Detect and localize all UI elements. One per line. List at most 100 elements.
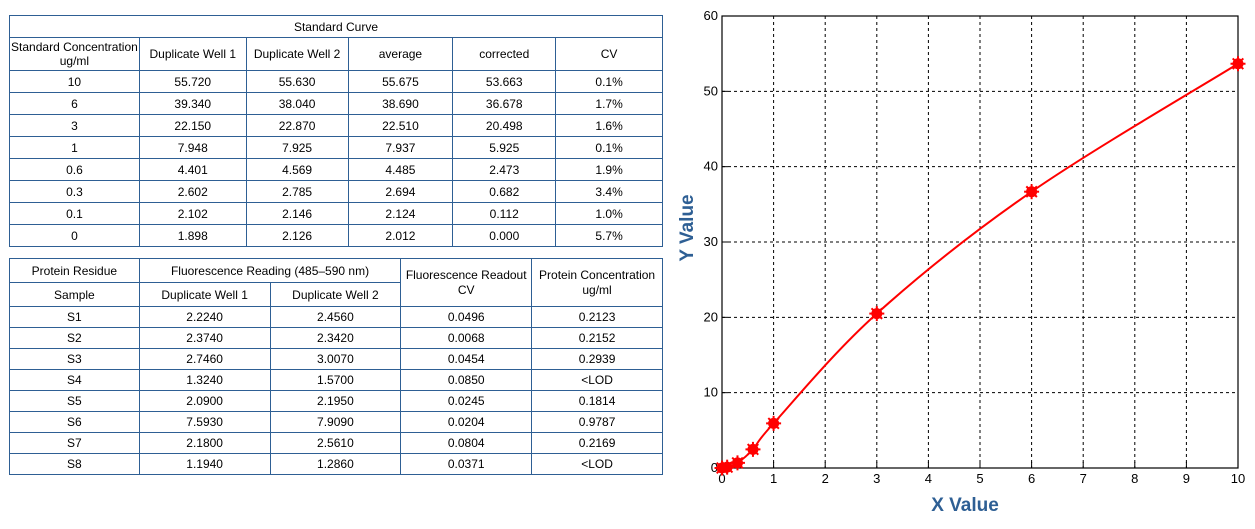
protein-table-row: S5 2.0900 2.1950 0.0245 0.1814: [9, 390, 663, 412]
protein-cell: 0.0850: [400, 369, 533, 391]
protein-cell: 0.0454: [400, 348, 533, 370]
data-points: [714, 56, 1246, 476]
std-cell: 55.720: [138, 70, 247, 93]
std-cell: 2.012: [347, 224, 454, 247]
std-table-row: 1 7.948 7.925 7.937 5.925 0.1%: [9, 136, 663, 159]
y-tick-label: 60: [704, 8, 718, 23]
protein-cell: 0.2152: [531, 327, 663, 349]
x-tick-label: 8: [1131, 471, 1138, 486]
standard-curve-title: Standard Curve: [9, 15, 663, 38]
x-tick-label: 6: [1028, 471, 1035, 486]
std-table-row: 0.1 2.102 2.146 2.124 0.112 1.0%: [9, 202, 663, 225]
std-table-row: 10 55.720 55.630 55.675 53.663 0.1%: [9, 70, 663, 93]
std-header-dw2: Duplicate Well 2: [245, 37, 349, 71]
prot-header-sample: Sample: [9, 282, 140, 307]
y-tick-label: 30: [704, 234, 718, 249]
protein-cell: 0.2123: [531, 306, 663, 328]
standard-curve-table: Standard Curve Standard Concentration ug…: [9, 15, 663, 247]
std-header-average: average: [347, 37, 454, 71]
std-cell: 0.6: [9, 158, 140, 181]
std-table-row: 0 1.898 2.126 2.012 0.000 5.7%: [9, 224, 663, 247]
y-tick-label: 50: [704, 83, 718, 98]
std-cell: 7.925: [245, 136, 349, 159]
std-cell: 55.675: [347, 70, 454, 93]
std-cell: 3.4%: [555, 180, 663, 203]
protein-cell: 0.2169: [531, 432, 663, 454]
std-cell: 55.630: [245, 70, 349, 93]
protein-table-row: S1 2.2240 2.4560 0.0496 0.2123: [9, 306, 663, 328]
chart-svg: 0 1 2 3 4 5 6 7 8 9 10 0 10 20 30 40 50 60 X Value Y Valu…: [677, 8, 1246, 516]
protein-cell: 7.5930: [138, 411, 271, 433]
y-tick-label: 0: [711, 460, 718, 475]
std-cell: 0.000: [452, 224, 557, 247]
tick-labels: 0 1 2 3 4 5 6 7 8 9 10 0 10 20 30 40 50 60: [704, 8, 1246, 486]
std-table-row: 6 39.340 38.040 38.690 36.678 1.7%: [9, 92, 663, 115]
protein-cell: 0.2939: [531, 348, 663, 370]
protein-cell: 7.9090: [269, 411, 402, 433]
std-cell: 10: [9, 70, 140, 93]
x-tick-label: 1: [770, 471, 777, 486]
std-cell: 2.124: [347, 202, 454, 225]
x-tick-label: 7: [1080, 471, 1087, 486]
std-header-concentration: Standard Concentration ug/ml: [9, 37, 140, 71]
std-cell: 22.510: [347, 114, 454, 137]
std-cell: 2.602: [138, 180, 247, 203]
std-cell: 38.040: [245, 92, 349, 115]
x-axis-label: X Value: [931, 495, 999, 516]
protein-table-row: S6 7.5930 7.9090 0.0204 0.9787: [9, 411, 663, 433]
protein-cell: 0.0371: [400, 453, 533, 475]
std-cell: 6: [9, 92, 140, 115]
prot-header-dw2: Duplicate Well 2: [269, 282, 402, 307]
std-cell: 22.150: [138, 114, 247, 137]
protein-cell: S4: [9, 369, 140, 391]
protein-cell: 0.1814: [531, 390, 663, 412]
protein-cell: 0.9787: [531, 411, 663, 433]
protein-table-row: S4 1.3240 1.5700 0.0850 <LOD: [9, 369, 663, 391]
protein-cell: 2.2240: [138, 306, 271, 328]
std-cell: 22.870: [245, 114, 349, 137]
protein-cell: 1.2860: [269, 453, 402, 475]
x-tick-label: 4: [925, 471, 932, 486]
std-cell: 7.948: [138, 136, 247, 159]
x-tick-label: 0: [718, 471, 725, 486]
x-tick-label: 2: [822, 471, 829, 486]
protein-cell: <LOD: [531, 369, 663, 391]
std-cell: 0.112: [452, 202, 557, 225]
std-header-cv: CV: [555, 37, 663, 71]
prot-header-dw1: Duplicate Well 1: [138, 282, 271, 307]
protein-cell: <LOD: [531, 453, 663, 475]
protein-table-row: S8 1.1940 1.2860 0.0371 <LOD: [9, 453, 663, 475]
protein-cell: 2.0900: [138, 390, 271, 412]
protein-cell: 2.4560: [269, 306, 402, 328]
y-tick-label: 20: [704, 309, 718, 324]
protein-cell: S7: [9, 432, 140, 454]
std-cell: 0.682: [452, 180, 557, 203]
std-cell: 2.102: [138, 202, 247, 225]
std-cell: 39.340: [138, 92, 247, 115]
std-cell: 2.785: [245, 180, 349, 203]
protein-cell: 0.0245: [400, 390, 533, 412]
protein-cell: 2.3740: [138, 327, 271, 349]
std-table-row: 0.3 2.602 2.785 2.694 0.682 3.4%: [9, 180, 663, 203]
std-cell: 53.663: [452, 70, 557, 93]
std-cell: 2.473: [452, 158, 557, 181]
protein-cell: 1.1940: [138, 453, 271, 475]
protein-cell: S6: [9, 411, 140, 433]
std-cell: 1.6%: [555, 114, 663, 137]
std-cell: 4.485: [347, 158, 454, 181]
std-cell: 1: [9, 136, 140, 159]
prot-header-concentration: Protein Concentration ug/ml: [531, 258, 663, 307]
x-tick-label: 5: [976, 471, 983, 486]
std-cell: 7.937: [347, 136, 454, 159]
std-table-row: 3 22.150 22.870 22.510 20.498 1.6%: [9, 114, 663, 137]
protein-cell: S1: [9, 306, 140, 328]
protein-cell: 0.0804: [400, 432, 533, 454]
std-cell: 1.898: [138, 224, 247, 247]
data-point-spike: [746, 443, 759, 456]
prot-header-residue: Protein Residue: [9, 258, 140, 283]
std-cell: 1.7%: [555, 92, 663, 115]
data-point: [766, 415, 782, 431]
standard-curve-chart: 0 1 2 3 4 5 6 7 8 9 10 0 10 20 30 40 50 60 X Value Y Valu…: [665, 0, 1255, 524]
data-point: [1230, 56, 1246, 72]
data-point-spike: [767, 417, 780, 430]
